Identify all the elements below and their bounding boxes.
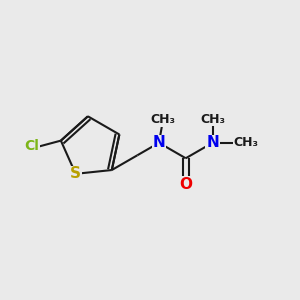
Text: CH₃: CH₃ <box>200 113 225 126</box>
Text: O: O <box>179 177 192 192</box>
Text: Cl: Cl <box>25 139 40 153</box>
Text: S: S <box>70 166 81 181</box>
Text: N: N <box>153 135 165 150</box>
Text: CH₃: CH₃ <box>150 113 175 126</box>
Text: N: N <box>206 135 219 150</box>
Text: CH₃: CH₃ <box>233 136 258 149</box>
